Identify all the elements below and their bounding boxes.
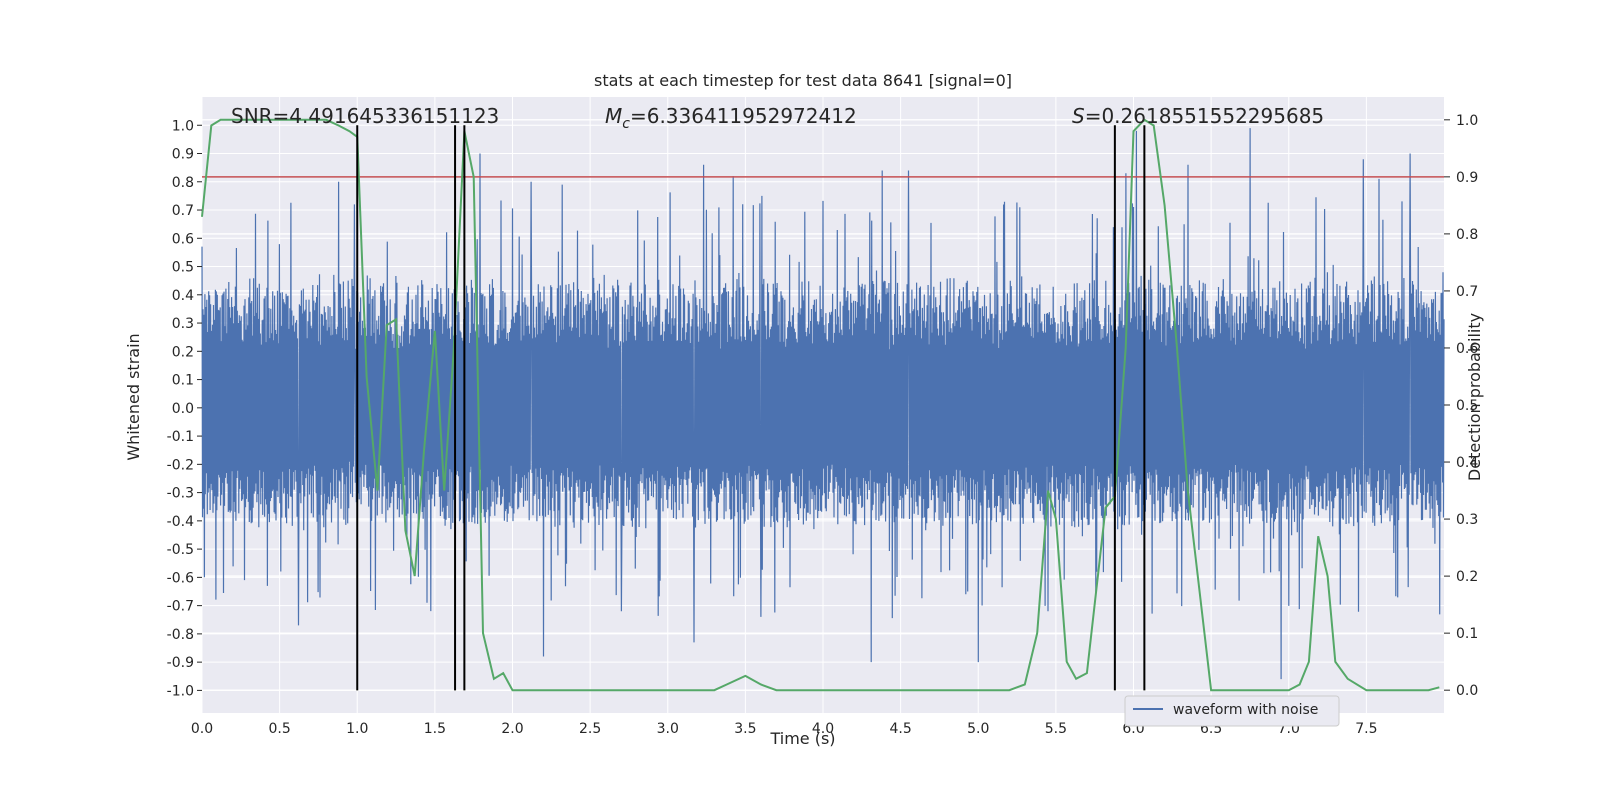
y-tick-label-left: -0.7 xyxy=(167,599,194,615)
y-tick-label-right: 0.0 xyxy=(1456,683,1478,699)
strain-series xyxy=(201,128,1445,680)
legend-box xyxy=(1124,695,1340,727)
y-tick-label-left: 0.8 xyxy=(172,175,194,191)
strain-line xyxy=(201,128,1445,680)
y-ticks-left: 1.0 0.9 0.8 0.7 0.6 0.5 0.4 0.3 0.2 0.1 0.0 -0.1 -0.… xyxy=(167,118,202,699)
chirp-mass-subscript: c xyxy=(622,116,630,132)
chart-title: stats at each timestep for test data 864… xyxy=(594,71,1012,90)
y-tick-label-right: 0.4 xyxy=(1456,455,1478,471)
y-tick-label-right: 0.1 xyxy=(1456,626,1478,642)
y-tick-label-left: 0.7 xyxy=(172,203,194,219)
legend-label-strain: waveform with noise xyxy=(1173,702,1318,718)
y-tick-label-left: -0.3 xyxy=(167,486,194,502)
y-tick-label-right: 0.9 xyxy=(1456,170,1478,186)
y-ticks-right: 1.0 0.9 0.8 0.7 0.6 0.5 0.4 0.3 0.2 0.1 0.0 xyxy=(1444,113,1478,699)
x-tick-label: 0.5 xyxy=(268,721,290,737)
y-tick-label-left: 0.2 xyxy=(172,344,194,360)
y-tick-label-right: 1.0 xyxy=(1456,113,1478,129)
vertical-markers xyxy=(356,125,1146,691)
y-tick-label-left: -0.5 xyxy=(167,542,194,558)
x-tick-label: 1.0 xyxy=(346,721,368,737)
y-tick-label-right: 0.5 xyxy=(1456,398,1478,414)
x-tick-label: 5.5 xyxy=(1045,721,1067,737)
x-tick-label: 5.0 xyxy=(967,721,989,737)
x-tick-label: 2.5 xyxy=(579,721,601,737)
y-tick-label-left: 0.0 xyxy=(172,401,194,417)
y-tick-label-right: 0.6 xyxy=(1456,341,1478,357)
y-tick-label-left: -0.9 xyxy=(167,655,194,671)
y-tick-label-left: -0.6 xyxy=(167,570,194,586)
y-tick-label-left: 0.9 xyxy=(172,147,194,163)
s-symbol: S xyxy=(1072,104,1085,128)
s-value: =0.2618551552295685 xyxy=(1085,104,1324,128)
x-tick-label: 2.0 xyxy=(501,721,523,737)
x-tick-label: 4.0 xyxy=(812,721,834,737)
s-annotation: S=0.2618551552295685 xyxy=(1072,104,1324,128)
y-tick-label-left: -0.8 xyxy=(167,627,194,643)
y-tick-label-left: -1.0 xyxy=(167,683,194,699)
x-ticks: 0.0 0.5 1.0 1.5 2.0 2.5 3.0 3.5 4.0 4.5 5.0 5.5 6.0 6… xyxy=(191,721,1378,737)
y-tick-label-left: -0.2 xyxy=(167,457,194,473)
y-tick-label-left: 0.4 xyxy=(172,288,194,304)
y-tick-label-right: 0.2 xyxy=(1456,569,1478,585)
y-tick-label-right: 0.3 xyxy=(1456,512,1478,528)
x-tick-label: 3.5 xyxy=(734,721,756,737)
y-axis-label-left: Whitened strain xyxy=(124,333,143,460)
x-tick-label: 0.0 xyxy=(191,721,213,737)
legend: waveform with noise xyxy=(1124,695,1340,727)
y-tick-label-left: 0.6 xyxy=(172,231,194,247)
y-tick-label-left: -0.4 xyxy=(167,514,194,530)
chirp-mass-symbol: M xyxy=(605,104,622,128)
y-tick-label-left: 0.3 xyxy=(172,316,194,332)
y-axis-label-right: Detection probability xyxy=(1465,313,1484,481)
snr-annotation: SNR=4.491645336151123 xyxy=(231,104,499,128)
y-tick-label-left: -0.1 xyxy=(167,429,194,445)
chirp-mass-value: =6.336411952972412 xyxy=(630,104,857,128)
probability-series xyxy=(201,118,1440,692)
y-tick-label-right: 0.7 xyxy=(1456,284,1478,300)
y-tick-label-right: 0.8 xyxy=(1456,227,1478,243)
x-tick-label: 3.0 xyxy=(657,721,679,737)
x-axis-label: Time (s) xyxy=(769,729,835,748)
chirp-mass-annotation: Mc=6.336411952972412 xyxy=(605,104,857,132)
y-tick-label-left: 0.1 xyxy=(172,373,194,389)
x-tick-label: 4.5 xyxy=(889,721,911,737)
y-tick-label-left: 0.5 xyxy=(172,260,194,276)
y-tick-label-left: 1.0 xyxy=(172,118,194,134)
probability-line xyxy=(201,118,1440,692)
x-tick-label: 7.5 xyxy=(1355,721,1377,737)
x-tick-label: 1.5 xyxy=(424,721,446,737)
